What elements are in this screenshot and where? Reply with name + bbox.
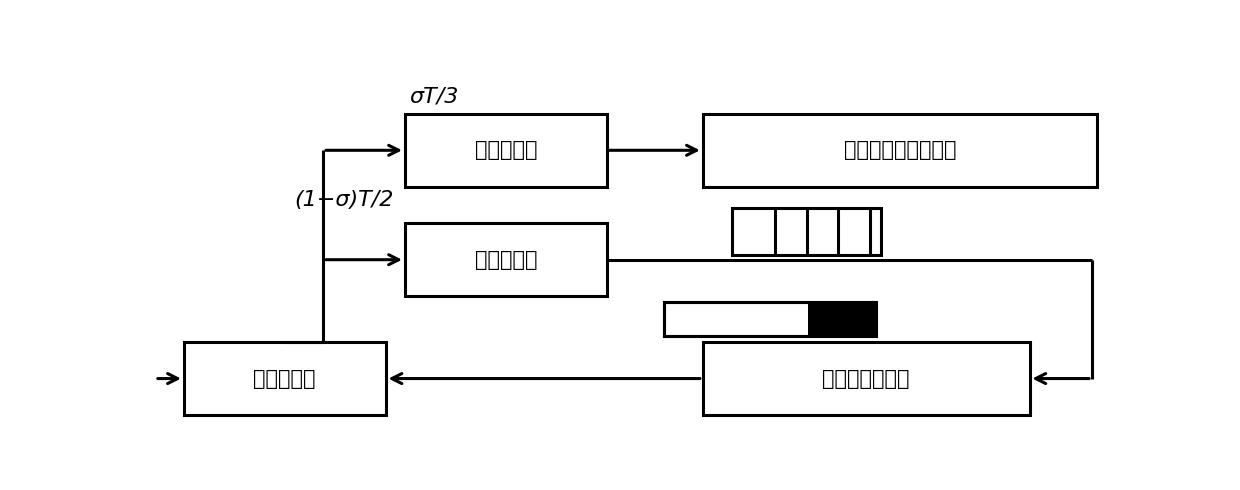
Text: 时隙切换器: 时隙切换器: [253, 368, 316, 389]
Text: (1−σ)T/2: (1−σ)T/2: [294, 190, 394, 210]
Bar: [665, 302, 875, 336]
Text: σT/3: σT/3: [409, 87, 459, 106]
Bar: [184, 342, 386, 416]
Bar: [808, 302, 875, 336]
Text: 能量收集器: 能量收集器: [475, 250, 537, 270]
Text: 中继能量存储器: 中继能量存储器: [822, 368, 910, 389]
Bar: [404, 114, 606, 187]
Bar: [732, 208, 880, 255]
Text: 信息收发机: 信息收发机: [475, 140, 537, 160]
Bar: [665, 302, 875, 336]
Bar: [404, 223, 606, 296]
Text: 中继缓存队列数据包: 中继缓存队列数据包: [843, 140, 956, 160]
Bar: [703, 342, 1029, 416]
Bar: [703, 114, 1096, 187]
